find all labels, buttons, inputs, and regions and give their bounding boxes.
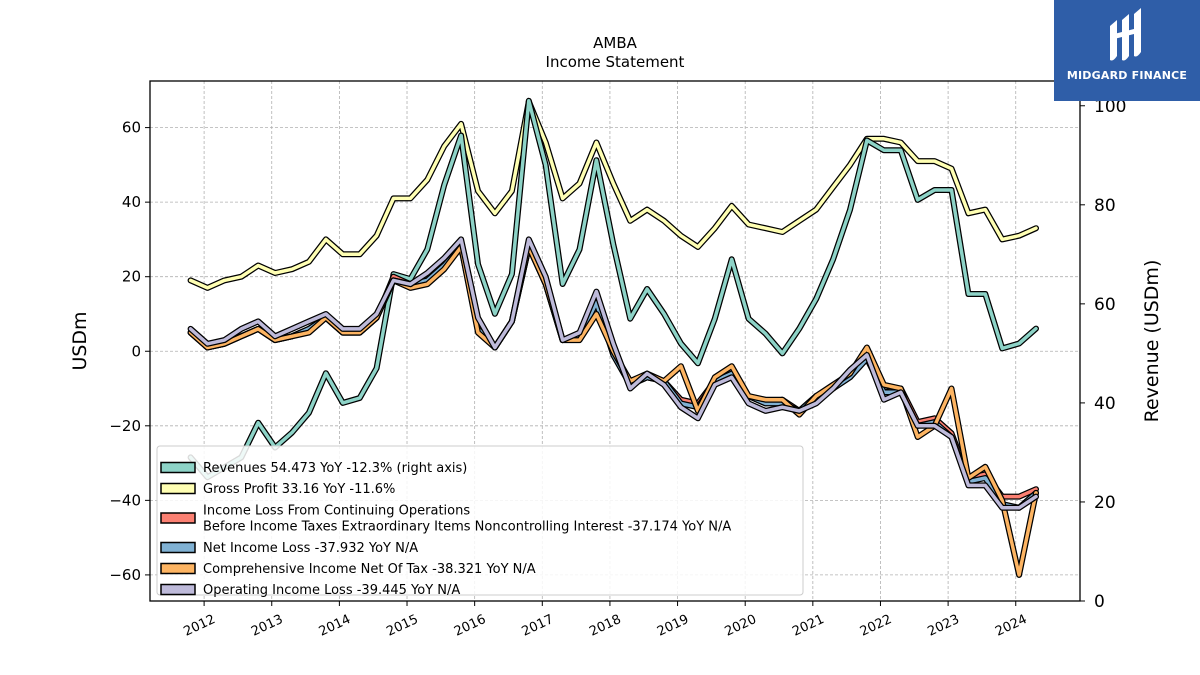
- legend-swatch: [160, 512, 196, 524]
- legend-label: Comprehensive Income Net Of Tax -38.321 …: [203, 562, 536, 577]
- legend-swatch: [160, 583, 196, 596]
- legend-label-line: Income Loss From Continuing Operations: [203, 504, 470, 519]
- y-right-tick-label: 100: [1094, 97, 1126, 117]
- legend-label-line: Net Income Loss -37.932 YoY N/A: [203, 541, 418, 556]
- y-right-tick-label: 60: [1094, 295, 1116, 315]
- legend-label: Revenues 54.473 YoY -12.3% (right axis): [203, 461, 467, 476]
- y-left-tick-label: 40: [122, 193, 141, 211]
- legend-box: [156, 445, 804, 596]
- x-tick-label: 2023: [925, 612, 961, 640]
- x-tick-label: 2013: [249, 612, 285, 640]
- y-left-tick-label: 0: [131, 342, 141, 360]
- legend-label-line: Before Income Taxes Extraordinary Items …: [203, 520, 731, 535]
- y-left-tick-label: 20: [122, 268, 141, 286]
- legend-label-line: Revenues 54.473 YoY -12.3% (right axis): [203, 461, 467, 476]
- legend-label: Operating Income Loss -39.445 YoY N/A: [203, 583, 460, 598]
- legend-swatch: [160, 562, 196, 575]
- legend-label-line: Operating Income Loss -39.445 YoY N/A: [203, 583, 460, 598]
- chart-title: AMBA: [593, 34, 637, 52]
- y-axis-right-label: Revenue (USDm): [1141, 260, 1163, 423]
- y-right-tick-label: 20: [1094, 493, 1116, 513]
- legend-swatch: [160, 482, 196, 495]
- x-axis-ticks: 2012 2013 2014 2015 2016 2017 2018 2019 2020 2021…: [181, 601, 1029, 640]
- brand-logo: MIDGARD FINANCE: [1054, 0, 1200, 101]
- y-right-tick-label: 80: [1094, 196, 1116, 216]
- y-right-tick-label: 0: [1094, 592, 1105, 612]
- y-axis-right-ticks: 0 20 40 60 80 100: [1080, 97, 1126, 612]
- legend-label: Net Income Loss -37.932 YoY N/A: [203, 541, 418, 556]
- y-left-tick-label: −40: [109, 491, 141, 509]
- x-tick-label: 2017: [520, 612, 556, 640]
- legend-label: Gross Profit 33.16 YoY -11.6%: [203, 482, 395, 497]
- y-left-tick-label: 60: [122, 119, 141, 137]
- series-line: [188, 99, 1038, 479]
- series-lines: [187, 97, 1039, 578]
- brand-name: MIDGARD FINANCE: [1066, 69, 1188, 82]
- x-tick-label: 2012: [181, 612, 217, 640]
- x-tick-label: 2022: [858, 612, 894, 640]
- legend-label-line: Comprehensive Income Net Of Tax -38.321 …: [203, 562, 536, 577]
- y-left-tick-label: −20: [109, 417, 141, 435]
- x-tick-label: 2018: [587, 612, 623, 640]
- y-axis-left-ticks: −60 −40 −20 0 20 40 60: [109, 119, 150, 584]
- x-tick-label: 2019: [655, 612, 691, 640]
- x-tick-label: 2014: [317, 612, 353, 640]
- x-tick-label: 2016: [452, 612, 488, 640]
- y-left-tick-label: −60: [109, 566, 141, 584]
- x-tick-label: 2024: [993, 612, 1029, 640]
- legend-label: Income Loss From Continuing Operations Be…: [203, 504, 731, 535]
- brand-logo-icon: [1110, 8, 1141, 61]
- plot-frame: [149, 80, 1081, 602]
- x-tick-label: 2021: [790, 612, 826, 640]
- series-line: [188, 237, 1038, 510]
- legend: Revenues 54.473 YoY -12.3% (right axis) G…: [156, 445, 804, 598]
- chart-subtitle: Income Statement: [546, 53, 685, 71]
- legend-label-line: Gross Profit 33.16 YoY -11.6%: [203, 482, 395, 497]
- series-line-outline: [187, 98, 1039, 291]
- y-right-tick-label: 40: [1094, 394, 1116, 414]
- series-line: [188, 99, 1038, 290]
- y-axis-left-label: USDm: [69, 311, 91, 370]
- x-tick-label: 2020: [723, 612, 759, 640]
- legend-swatch: [160, 541, 196, 554]
- x-tick-label: 2015: [384, 612, 420, 640]
- legend-swatch: [160, 461, 196, 474]
